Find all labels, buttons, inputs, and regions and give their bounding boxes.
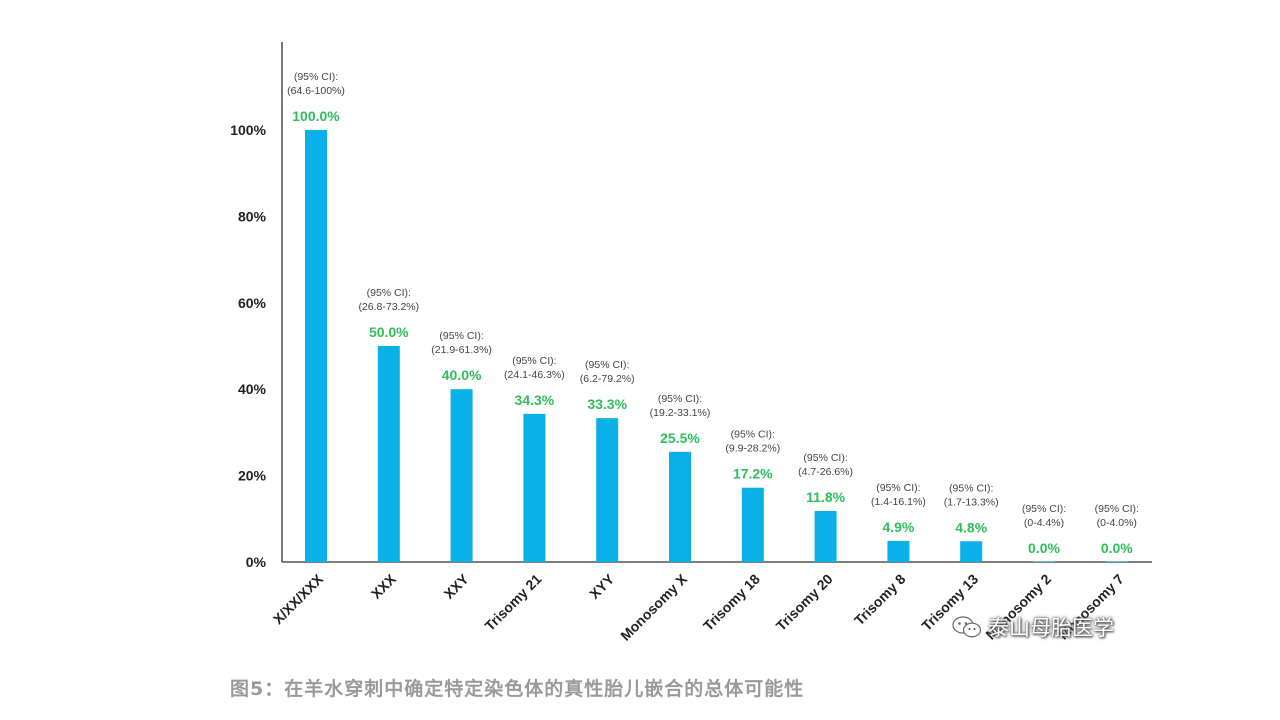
ci-range-label: (0-4.0%) <box>1097 517 1137 529</box>
bar <box>960 541 983 562</box>
ci-header-label: (95% CI): <box>876 482 920 494</box>
value-label: 11.8% <box>806 489 845 505</box>
y-tick-label: 20% <box>238 468 267 484</box>
ci-header-label: (95% CI): <box>949 482 993 494</box>
value-label: 17.2% <box>733 466 773 482</box>
ci-header-label: (95% CI): <box>731 429 775 441</box>
y-tick-label: 80% <box>238 208 267 224</box>
ci-header-label: (95% CI): <box>294 71 338 83</box>
category-label: Monosomy X <box>617 570 690 643</box>
ci-range-label: (24.1-46.3%) <box>504 369 565 381</box>
bar <box>450 389 473 562</box>
bar <box>1033 561 1055 562</box>
watermark-text: 泰山母胎医学 <box>988 616 1114 640</box>
wechat-icon <box>952 616 982 638</box>
value-label: 100.0% <box>292 108 340 124</box>
ci-header-label: (95% CI): <box>658 393 702 405</box>
ci-range-label: (19.2-33.1%) <box>650 407 711 419</box>
ci-header-label: (95% CI): <box>512 355 556 367</box>
ci-range-label: (1.4-16.1%) <box>871 496 926 508</box>
ci-header-label: (95% CI): <box>585 359 629 371</box>
ci-header-label: (95% CI): <box>1022 503 1066 515</box>
value-label: 4.8% <box>955 519 987 535</box>
figure-caption: 图5：在羊水穿刺中确定特定染色体的真性胎儿嵌合的总体可能性 <box>230 678 805 700</box>
category-label: XXY <box>441 570 473 602</box>
y-tick-label: 40% <box>238 381 267 397</box>
watermark: 泰山母胎医学 <box>952 612 1114 642</box>
ci-header-label: (95% CI): <box>803 452 847 464</box>
ci-range-label: (64.6-100%) <box>287 85 345 97</box>
value-label: 25.5% <box>660 430 700 446</box>
ci-range-label: (26.8-73.2%) <box>358 301 419 313</box>
category-label: Trisomy 8 <box>851 571 909 629</box>
category-label: Trisomy 18 <box>700 571 763 634</box>
bar <box>669 451 691 562</box>
ci-header-label: (95% CI): <box>439 330 483 342</box>
bar <box>814 511 837 562</box>
value-label: 0.0% <box>1101 540 1133 556</box>
ci-range-label: (0-4.4%) <box>1024 517 1064 529</box>
category-label: XYY <box>586 570 618 602</box>
ci-range-label: (21.9-61.3%) <box>431 344 492 356</box>
y-tick-label: 100% <box>230 122 266 138</box>
category-label: Trisomy 21 <box>481 571 544 634</box>
bar <box>887 540 910 562</box>
value-label: 4.9% <box>882 519 914 535</box>
ci-header-label: (95% CI): <box>1095 503 1139 515</box>
y-tick-label: 0% <box>246 554 267 570</box>
category-label: XXX <box>368 570 400 602</box>
value-label: 33.3% <box>587 396 627 412</box>
value-label: 50.0% <box>369 324 409 340</box>
ci-range-label: (1.7-13.3%) <box>944 496 999 508</box>
value-label: 34.3% <box>515 392 555 408</box>
value-label: 40.0% <box>442 367 482 383</box>
bar <box>305 130 327 562</box>
ci-header-label: (95% CI): <box>367 287 411 299</box>
bar <box>523 413 546 562</box>
bar <box>377 346 400 562</box>
category-label: X/XX/XXX <box>270 570 327 627</box>
ci-range-label: (6.2-79.2%) <box>580 373 635 385</box>
category-label: Trisomy 20 <box>773 571 836 634</box>
ci-range-label: (9.9-28.2%) <box>725 443 780 455</box>
bar <box>1105 561 1128 562</box>
y-tick-label: 60% <box>238 295 267 311</box>
value-label: 0.0% <box>1028 540 1060 556</box>
bar <box>596 418 619 562</box>
ci-range-label: (4.7-26.6%) <box>798 466 853 478</box>
bar <box>741 487 764 562</box>
